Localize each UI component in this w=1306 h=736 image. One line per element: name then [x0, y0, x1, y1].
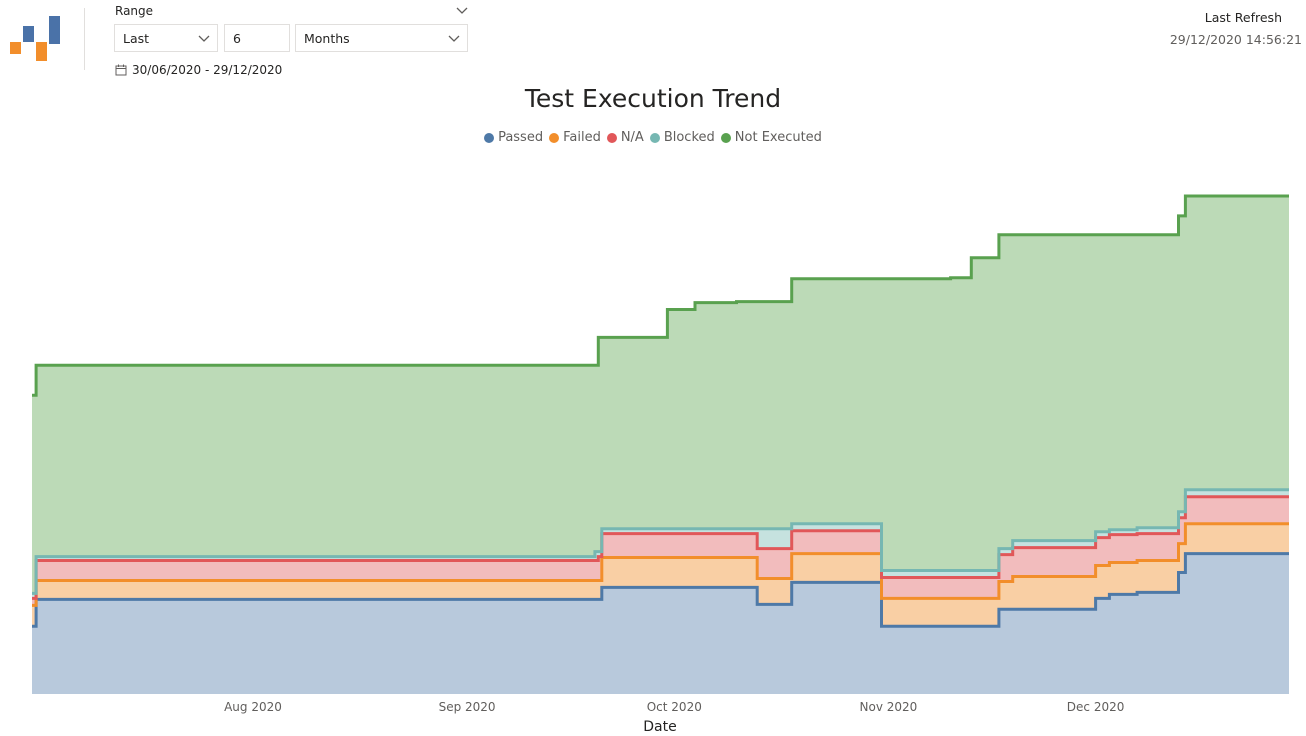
legend-item-n-a[interactable]: N/A: [606, 130, 644, 145]
x-tick-label: Sep 2020: [439, 700, 496, 714]
legend-dot: [484, 132, 495, 143]
x-axis-label: Date: [643, 719, 676, 735]
range-count-value: 6: [233, 30, 241, 46]
last-refresh-label: Last Refresh: [1204, 10, 1282, 25]
range-label: Range: [115, 4, 154, 18]
logo-bar-orange-tall: [36, 42, 47, 61]
x-tick-label: Aug 2020: [224, 700, 282, 714]
series-line-blocked[interactable]: [32, 488, 1289, 595]
series-line-passed[interactable]: [32, 552, 1289, 628]
range-mode-select[interactable]: Last: [114, 24, 218, 52]
range-count-input[interactable]: 6: [224, 24, 290, 52]
x-tick-label: Dec 2020: [1067, 700, 1125, 714]
range-unit-select[interactable]: Months: [295, 24, 468, 52]
legend-label: N/A: [620, 130, 644, 145]
legend-label: Passed: [498, 130, 544, 145]
legend-item-blocked[interactable]: Blocked: [649, 130, 715, 145]
range-unit-value: Months: [304, 30, 350, 46]
series-line-failed[interactable]: [32, 522, 1289, 607]
x-tick-label: Nov 2020: [860, 700, 918, 714]
x-tick-label: Oct 2020: [647, 700, 702, 714]
date-range: 30/06/2020 - 29/12/2020: [115, 63, 282, 77]
chevron-down-icon: [198, 35, 210, 42]
area-failed: [32, 523, 1289, 627]
legend-item-passed[interactable]: Passed: [484, 130, 543, 145]
legend-dot: [549, 132, 560, 143]
area-not-executed: [32, 196, 1289, 594]
series-line-not-executed[interactable]: [32, 194, 1289, 397]
chevron-down-icon: [448, 35, 460, 42]
legend-dot: [720, 132, 731, 143]
legend-label: Failed: [563, 130, 601, 145]
date-range-text: 30/06/2020 - 29/12/2020: [132, 63, 283, 77]
last-refresh-value: 29/12/2020 14:56:21: [1169, 32, 1302, 47]
legend-item-not-executed[interactable]: Not Executed: [720, 130, 822, 145]
logo-bar-blue-tall: [49, 16, 60, 44]
chart-legend: Passed Failed N/A Blocked Not Executed: [0, 130, 1306, 145]
logo-bar-orange-small: [10, 42, 21, 54]
legend-label: Blocked: [663, 130, 715, 145]
header-divider: [84, 8, 85, 70]
range-collapse-chevron-icon[interactable]: [454, 4, 470, 18]
chart-title: Test Execution Trend: [524, 84, 782, 113]
legend-dot: [649, 132, 660, 143]
calendar-icon: [115, 64, 127, 76]
legend-dot: [606, 132, 617, 143]
app-logo: [8, 14, 64, 64]
area-passed: [32, 553, 1289, 694]
legend-label: Not Executed: [734, 130, 822, 145]
logo-bar-blue-mid: [23, 26, 34, 42]
range-mode-value: Last: [123, 30, 150, 46]
legend-item-failed[interactable]: Failed: [549, 130, 601, 145]
